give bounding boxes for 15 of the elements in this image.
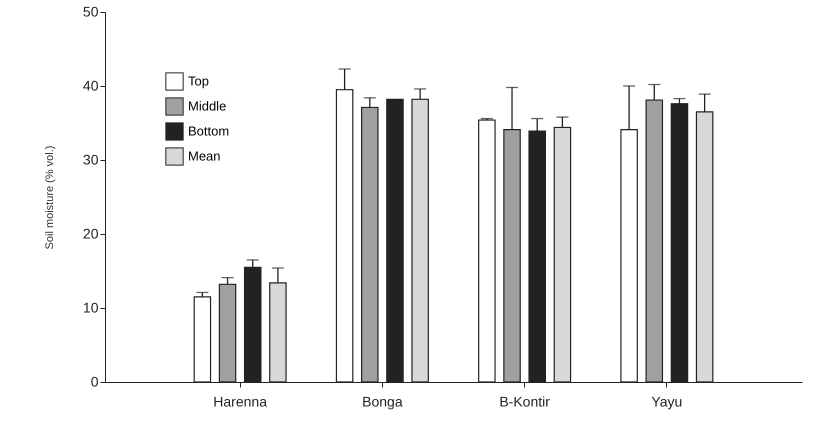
x-tick-label: Harenna <box>213 394 268 410</box>
y-axis-title: Soil moisture (% vol.) <box>44 146 56 250</box>
x-tick-label: Bonga <box>362 394 403 410</box>
legend-label: Top <box>188 74 209 88</box>
y-tick-label: 30 <box>82 152 99 168</box>
y-tick-label: 0 <box>90 374 99 390</box>
x-tick-label: Yayu <box>651 394 682 410</box>
legend-label: Bottom <box>188 124 230 138</box>
legend-label: Mean <box>188 148 221 164</box>
y-tick-label: 10 <box>82 300 99 316</box>
y-tick-label: 50 <box>82 4 99 20</box>
x-tick-label: B-Kontir <box>499 394 550 410</box>
legend-label: Middle <box>188 98 226 114</box>
y-tick-label: 40 <box>82 78 99 94</box>
y-tick-label: 20 <box>82 226 99 242</box>
